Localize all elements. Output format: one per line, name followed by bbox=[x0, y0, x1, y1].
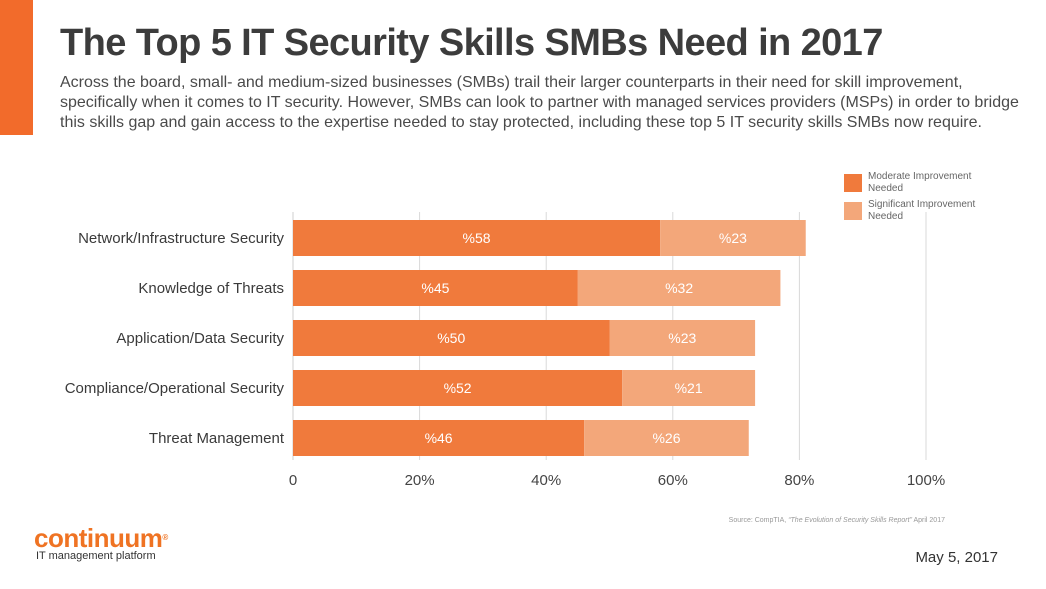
publish-date: May 5, 2017 bbox=[915, 549, 998, 566]
x-tick-label: 100% bbox=[907, 472, 945, 489]
x-tick-label: 60% bbox=[658, 472, 688, 489]
legend-label-moderate: Moderate Improvement Needed bbox=[868, 171, 972, 194]
data-label: %26 bbox=[652, 430, 680, 446]
bar-moderate bbox=[293, 320, 610, 356]
data-label: %23 bbox=[719, 230, 747, 246]
category-label: Application/Data Security bbox=[116, 330, 284, 347]
x-tick-label: 0 bbox=[289, 472, 297, 489]
category-label: Threat Management bbox=[149, 430, 285, 447]
legend-item-moderate: Moderate Improvement Needed bbox=[844, 171, 988, 195]
chart-legend: Moderate Improvement Needed Significant I… bbox=[844, 171, 988, 227]
bar-significant bbox=[622, 370, 756, 406]
legend-item-significant: Significant Improvement Needed bbox=[844, 199, 988, 223]
continuum-logo: continuum® IT management platform bbox=[34, 524, 168, 562]
bar-moderate bbox=[293, 220, 661, 256]
data-label: %50 bbox=[437, 330, 465, 346]
bar-significant bbox=[577, 270, 781, 306]
data-label: %58 bbox=[463, 230, 491, 246]
intro-paragraph: Across the board, small- and medium-size… bbox=[60, 74, 1019, 131]
data-label: %23 bbox=[668, 330, 696, 346]
bar-significant bbox=[584, 420, 749, 456]
x-tick-label: 20% bbox=[405, 472, 435, 489]
data-label: %32 bbox=[665, 280, 693, 296]
legend-swatch-significant bbox=[844, 202, 862, 220]
source-note: Source: CompTIA, “The Evolution of Secur… bbox=[728, 517, 945, 524]
x-tick-label: 80% bbox=[784, 472, 814, 489]
bar-significant bbox=[660, 220, 806, 256]
bar-moderate bbox=[293, 420, 585, 456]
legend-label-significant: Significant Improvement Needed bbox=[868, 199, 976, 222]
data-label: %45 bbox=[421, 280, 449, 296]
logo-tagline: IT management platform bbox=[36, 550, 156, 562]
page-title: The Top 5 IT Security Skills SMBs Need i… bbox=[60, 22, 883, 64]
data-label: %21 bbox=[675, 380, 703, 396]
x-tick-label: 40% bbox=[531, 472, 561, 489]
legend-swatch-moderate bbox=[844, 174, 862, 192]
logo-wordmark: continuum® bbox=[34, 523, 168, 553]
bar-moderate bbox=[293, 270, 578, 306]
data-label: %46 bbox=[425, 430, 453, 446]
bar-moderate bbox=[293, 370, 623, 406]
accent-bar bbox=[0, 0, 33, 135]
bar-significant bbox=[609, 320, 756, 356]
category-label: Network/Infrastructure Security bbox=[78, 230, 284, 247]
data-label: %52 bbox=[444, 380, 472, 396]
category-label: Compliance/Operational Security bbox=[65, 380, 285, 397]
category-label: Knowledge of Threats bbox=[138, 280, 284, 297]
